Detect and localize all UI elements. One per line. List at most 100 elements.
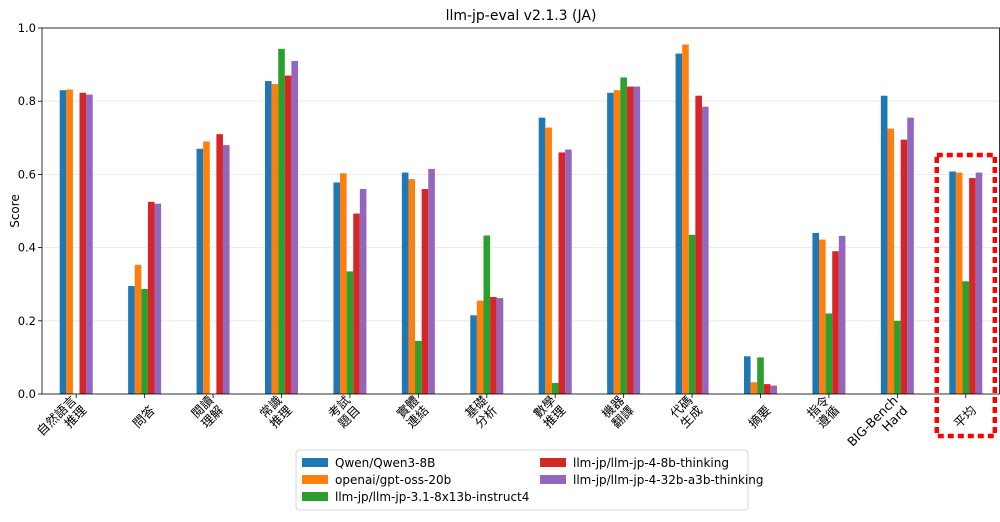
bar xyxy=(894,320,901,394)
legend-swatch xyxy=(302,458,328,467)
bar xyxy=(134,264,142,394)
bars xyxy=(59,44,983,395)
x-tick-label: 平均 xyxy=(951,403,979,431)
bar xyxy=(545,127,552,394)
y-tick-label: 0.0 xyxy=(18,387,36,401)
bar xyxy=(216,134,223,394)
axes-frame xyxy=(41,27,1000,395)
bar xyxy=(825,313,833,394)
x-tick-label-line: 問答 xyxy=(130,402,159,431)
bar xyxy=(558,152,566,394)
legend-label: llm-jp/llm-jp-3.1-8x13b-instruct4 xyxy=(335,490,529,504)
bar xyxy=(565,149,572,394)
x-tick-label-line: 摘要 xyxy=(745,403,773,431)
legend-label: openai/gpt-oss-20b xyxy=(335,473,451,487)
bar xyxy=(701,106,709,394)
x-tick-label: 摘要 xyxy=(745,403,773,431)
bar xyxy=(353,213,360,394)
bar xyxy=(688,234,696,394)
bar xyxy=(128,286,135,394)
bar xyxy=(196,148,204,394)
bar xyxy=(79,92,87,395)
bar xyxy=(551,383,559,394)
bar xyxy=(744,356,751,394)
bar xyxy=(675,53,683,395)
legend-swatch xyxy=(302,475,328,484)
bar xyxy=(695,95,702,395)
legend-swatch xyxy=(540,458,566,467)
axes xyxy=(41,27,1000,395)
bar xyxy=(682,44,689,394)
bar xyxy=(607,92,614,395)
bar xyxy=(538,117,546,395)
bar xyxy=(620,77,627,394)
y-tick-label: 0.8 xyxy=(18,94,36,108)
bar xyxy=(271,83,279,395)
bar xyxy=(141,288,148,394)
bar xyxy=(880,95,888,395)
bar xyxy=(66,89,73,394)
bar xyxy=(222,145,230,394)
legend-frame xyxy=(295,449,749,511)
bar xyxy=(975,172,983,394)
legend-label: Qwen/Qwen3-8B xyxy=(335,456,435,470)
bar xyxy=(284,75,292,394)
bar xyxy=(86,94,93,394)
bar xyxy=(955,172,963,394)
bar xyxy=(203,141,210,394)
bar xyxy=(900,139,908,394)
bar xyxy=(470,315,477,394)
bar xyxy=(613,90,621,394)
bar xyxy=(763,384,771,394)
bar xyxy=(291,60,298,394)
bar xyxy=(907,117,914,395)
y-tick-label: 1.0 xyxy=(18,21,36,35)
x-tick-label-line: 平均 xyxy=(951,403,979,431)
bar xyxy=(333,182,341,394)
bar xyxy=(415,340,422,394)
bar xyxy=(757,357,764,394)
bar xyxy=(819,239,826,394)
legend: Qwen/Qwen3-8B openai/gpt-oss-20b llm-jp/ll… xyxy=(295,449,764,511)
y-tick-label: 0.2 xyxy=(18,314,36,328)
y-tick-label: 0.4 xyxy=(18,241,36,255)
bar xyxy=(428,168,435,394)
bar xyxy=(969,178,976,394)
bar xyxy=(265,81,272,394)
bar xyxy=(838,235,846,394)
bar xyxy=(887,128,895,394)
bar xyxy=(59,90,67,394)
bar xyxy=(154,203,162,394)
bar xyxy=(476,300,484,394)
bar xyxy=(359,189,367,394)
bar xyxy=(401,172,409,394)
bar xyxy=(770,385,777,394)
bar xyxy=(949,171,956,394)
gridlines xyxy=(42,27,1000,395)
legend-label: llm-jp/llm-jp-4-32b-a3b-thinking xyxy=(573,473,764,487)
bar xyxy=(832,251,839,394)
bar xyxy=(483,235,491,394)
y-axis-label: Score xyxy=(8,194,22,228)
bar xyxy=(421,189,429,394)
legend-label: llm-jp/llm-jp-4-8b-thinking xyxy=(573,456,729,470)
legend-swatch xyxy=(302,492,328,501)
bar xyxy=(496,298,504,394)
bar xyxy=(340,173,347,394)
bar xyxy=(626,86,634,394)
chart-title: llm-jp-eval v2.1.3 (JA) xyxy=(446,8,597,24)
bar xyxy=(408,179,416,394)
bar xyxy=(346,271,354,394)
